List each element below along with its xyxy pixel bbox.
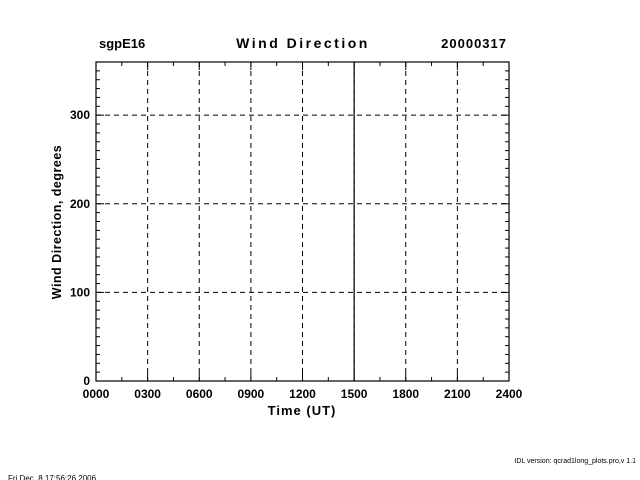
date-label: 20000317 [441,36,507,51]
site-label: sgpE16 [99,36,146,51]
tick-labels: 0000 0300 0600 0900 1200 1500 1800 2100 2400 0 100… [70,108,523,401]
y-tick-label: 200 [70,197,90,211]
x-tick-label: 1500 [341,387,368,401]
y-tick-label: 100 [70,285,90,299]
idl-version-line: IDL version: qcrad1long_plots.pro,v 1.1 [514,458,636,465]
x-tick-label: 2100 [444,387,471,401]
x-tick-label: 0300 [134,387,161,401]
y-tick-label: 300 [70,108,90,122]
x-tick-label: 1800 [392,387,419,401]
grid-lines [96,62,509,381]
axis-ticks [95,62,510,382]
footer-left: Fri Dec 8 17:56:26 2006 Battelle Pacific… [8,441,249,480]
y-tick-label: 0 [83,374,90,388]
plot-title: Wind Direction [236,35,370,51]
x-tick-label: 0900 [238,387,265,401]
x-tick-label: 2400 [496,387,523,401]
x-tick-label: 0000 [83,387,110,401]
x-tick-label: 1200 [289,387,316,401]
y-axis-title: Wind Direction, degrees [50,144,64,300]
x-tick-label: 0600 [186,387,213,401]
footer-right: IDL version: qcrad1long_plots.pro,v 1.1 … [469,442,636,480]
x-axis-title: Time (UT) [267,403,337,418]
plot-creation-timestamp: Fri Dec 8 17:56:26 2006 [8,474,97,480]
